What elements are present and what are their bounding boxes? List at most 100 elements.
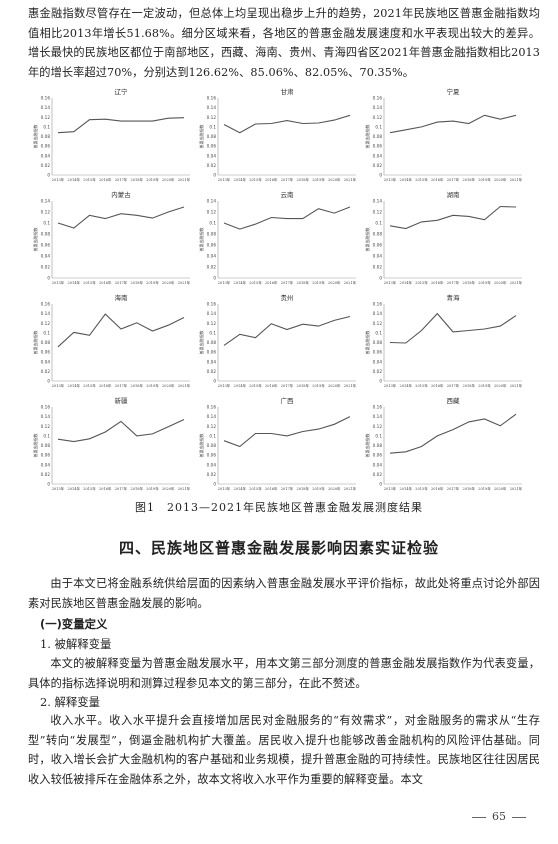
x-tick-label: 2015年 xyxy=(83,280,96,285)
y-tick-label: 0.14 xyxy=(373,414,383,419)
x-tick-label: 2016年 xyxy=(431,177,444,182)
y-tick-label: 0.04 xyxy=(207,254,217,259)
x-tick-label: 2018年 xyxy=(463,486,476,491)
chart-2: 甘肃 0 0.02 0.04 0.06 0.08 0.1 0.12 0.14 0.16 普惠金融指数… xyxy=(198,87,357,182)
y-tick-label: 0.12 xyxy=(207,321,217,326)
x-tick-label: 2015年 xyxy=(415,486,428,491)
chart-title: 内蒙古 xyxy=(111,190,131,199)
x-tick-label: 2015年 xyxy=(249,177,262,182)
y-tick-label: 0.1 xyxy=(375,433,382,438)
page-footer: 65 xyxy=(466,810,532,823)
x-tick-label: 2013年 xyxy=(52,383,65,388)
x-tick-label: 2017年 xyxy=(447,280,460,285)
x-tick-label: 2018年 xyxy=(297,177,310,182)
y-tick-label: 0.12 xyxy=(373,210,383,215)
y-tick-label: 0.12 xyxy=(207,210,217,215)
y-tick-label: 0.04 xyxy=(41,153,51,158)
figure-1-charts: 辽宁 0 0.02 0.04 0.06 0.08 0.1 0.12 0.14 0.16 普惠金融指数… xyxy=(32,87,523,491)
x-tick-label: 2016年 xyxy=(265,177,278,182)
x-tick-label: 2017年 xyxy=(447,177,460,182)
y-tick-label: 0.04 xyxy=(207,359,217,364)
series-line xyxy=(57,313,185,348)
heading-variable-definition: (一)变量定义 xyxy=(40,617,108,631)
y-axis-label: 普惠金融指数 xyxy=(364,331,370,355)
x-tick-label: 2021年 xyxy=(510,177,523,182)
y-tick-label: 0.06 xyxy=(373,350,383,355)
x-tick-label: 2017年 xyxy=(447,383,460,388)
x-tick-label: 2018年 xyxy=(131,280,144,285)
x-tick-label: 2018年 xyxy=(131,383,144,388)
y-tick-label: 0.08 xyxy=(41,443,51,448)
series-line xyxy=(57,206,185,229)
y-tick-label: 0.06 xyxy=(373,453,383,458)
y-tick-label: 0.08 xyxy=(373,340,383,345)
x-tick-label: 2020年 xyxy=(328,177,341,182)
x-tick-label: 2014年 xyxy=(400,177,413,182)
y-tick-label: 0 xyxy=(47,482,50,487)
y-tick-label: 0.14 xyxy=(41,199,51,204)
y-tick-label: 0.1 xyxy=(375,330,382,335)
x-tick-label: 2013年 xyxy=(384,486,397,491)
x-tick-label: 2021年 xyxy=(178,486,191,491)
y-tick-label: 0.12 xyxy=(41,424,51,429)
y-tick-label: 0.02 xyxy=(373,265,383,270)
x-tick-label: 2014年 xyxy=(400,280,413,285)
y-tick-label: 0.02 xyxy=(207,163,217,168)
x-tick-label: 2021年 xyxy=(178,383,191,388)
x-tick-label: 2020年 xyxy=(162,486,175,491)
x-tick-label: 2014年 xyxy=(234,383,247,388)
y-tick-label: 0 xyxy=(47,276,50,281)
chart-9: 青海 0 0.02 0.04 0.06 0.08 0.1 0.12 0.14 0.16 普惠金融指数… xyxy=(364,293,523,388)
y-tick-label: 0.1 xyxy=(43,221,50,226)
x-tick-label: 2020年 xyxy=(328,486,341,491)
y-tick-label: 0.08 xyxy=(207,232,217,237)
y-tick-label: 0 xyxy=(379,379,382,384)
x-tick-label: 2018年 xyxy=(297,383,310,388)
section-title: 四、民族地区普惠金融发展影响因素实证检验 xyxy=(118,539,439,557)
y-tick-label: 0.12 xyxy=(41,115,51,120)
y-tick-label: 0.1 xyxy=(209,124,216,129)
y-tick-label: 0.08 xyxy=(41,340,51,345)
y-tick-label: 0.06 xyxy=(207,350,217,355)
y-tick-label: 0.08 xyxy=(373,232,383,237)
chart-10: 新疆 0 0.02 0.04 0.06 0.08 0.1 0.12 0.14 0.16 普惠金融指数… xyxy=(32,396,191,491)
x-tick-label: 2014年 xyxy=(400,486,413,491)
y-tick-label: 0.06 xyxy=(373,144,383,149)
x-tick-label: 2016年 xyxy=(99,280,112,285)
chart-12: 西藏 0 0.02 0.04 0.06 0.08 0.1 0.12 0.14 0.16 普惠金融指数… xyxy=(364,396,523,491)
x-tick-label: 2017年 xyxy=(281,383,294,388)
chart-1: 辽宁 0 0.02 0.04 0.06 0.08 0.1 0.12 0.14 0.16 普惠金融指数… xyxy=(32,87,191,182)
y-tick-label: 0.04 xyxy=(41,462,51,467)
x-tick-label: 2019年 xyxy=(146,383,159,388)
x-tick-label: 2021年 xyxy=(178,177,191,182)
y-tick-label: 0.1 xyxy=(209,433,216,438)
y-tick-label: 0.16 xyxy=(373,405,383,410)
y-tick-label: 0.1 xyxy=(209,330,216,335)
y-tick-label: 0.08 xyxy=(207,340,217,345)
x-tick-label: 2015年 xyxy=(415,280,428,285)
y-tick-label: 0.14 xyxy=(207,199,217,204)
y-tick-label: 0 xyxy=(379,482,382,487)
y-tick-label: 0.04 xyxy=(373,359,383,364)
y-tick-label: 0.16 xyxy=(373,96,383,101)
y-tick-label: 0 xyxy=(47,173,50,178)
series-line xyxy=(389,413,517,454)
x-tick-label: 2017年 xyxy=(281,177,294,182)
x-tick-label: 2020年 xyxy=(494,486,507,491)
y-tick-label: 0 xyxy=(47,379,50,384)
y-tick-label: 0.16 xyxy=(41,405,51,410)
x-tick-label: 2015年 xyxy=(83,383,96,388)
x-tick-label: 2020年 xyxy=(162,177,175,182)
y-tick-label: 0.08 xyxy=(373,134,383,139)
chart-title: 湖南 xyxy=(447,190,461,199)
chart-title: 云南 xyxy=(281,190,295,199)
chart-8: 贵州 0 0.02 0.04 0.06 0.08 0.1 0.12 0.14 0.16 普惠金融指数… xyxy=(198,293,357,388)
x-tick-label: 2015年 xyxy=(415,383,428,388)
series-line xyxy=(389,312,517,344)
y-tick-label: 0.1 xyxy=(43,124,50,129)
x-tick-label: 2019年 xyxy=(312,383,325,388)
y-tick-label: 0.1 xyxy=(43,330,50,335)
y-axis-label: 普惠金融指数 xyxy=(32,125,38,149)
x-tick-label: 2019年 xyxy=(146,280,159,285)
y-tick-label: 0.08 xyxy=(373,443,383,448)
